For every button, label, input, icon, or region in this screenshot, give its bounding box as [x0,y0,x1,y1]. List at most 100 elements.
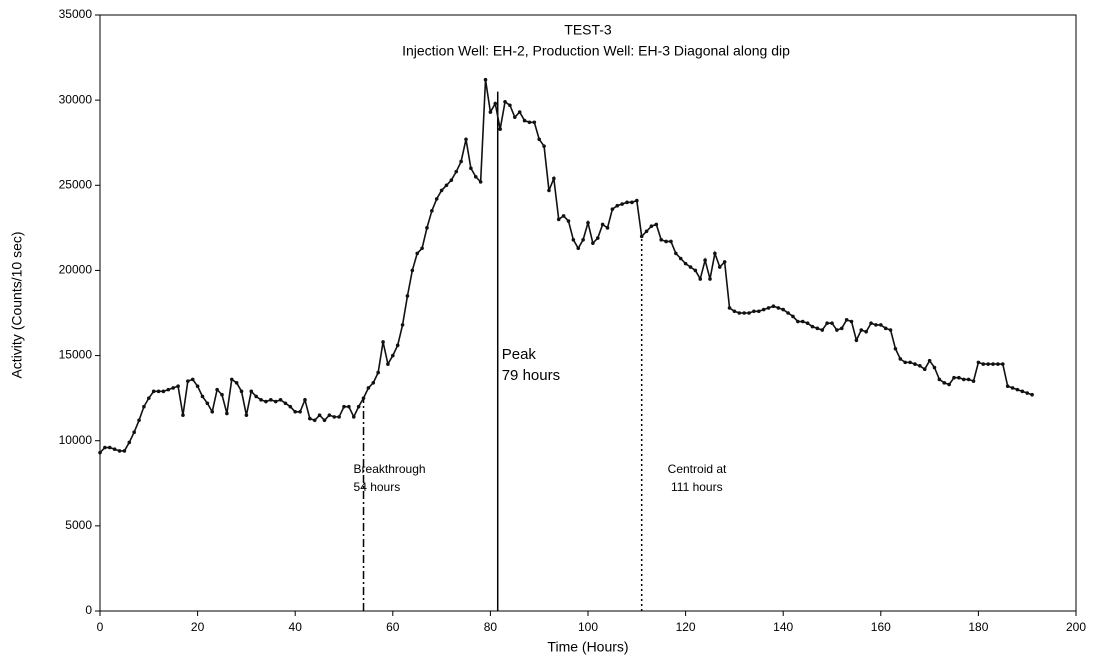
data-point [898,357,903,361]
data-point [542,144,546,148]
data-point [961,377,966,382]
data-point [151,389,156,394]
data-point [717,265,722,269]
x-tick-label: 160 [871,620,891,634]
data-point [464,137,468,142]
data-point [786,311,790,315]
x-tick-label: 20 [191,620,205,634]
data-point [1020,389,1025,394]
data-point [405,294,410,298]
x-tick-label: 100 [578,620,598,634]
x-tick-label: 60 [386,620,400,634]
data-line [99,79,1033,454]
data-point [132,430,136,435]
data-point [225,411,229,416]
data-point [156,389,161,394]
data-point [552,176,556,181]
data-point [976,360,981,365]
data-point [698,277,703,281]
data-point [591,241,595,245]
data-point [727,306,732,310]
data-point [566,219,571,223]
data-point [122,449,127,453]
data-point [683,261,688,266]
data-point [615,203,620,208]
data-point [420,246,424,251]
data-point [459,159,463,164]
data-point [971,379,976,383]
data-point [918,363,922,368]
data-point [142,404,146,409]
data-point [649,224,654,228]
data-point [269,398,273,402]
data-point [381,340,385,344]
data-point [308,416,312,421]
data-point [937,377,942,382]
data-point [317,413,322,417]
data-point [805,321,810,326]
data-point [103,445,107,450]
plot-frame [99,14,1077,612]
data-point [796,319,800,324]
data-point [410,268,415,273]
data-point [859,328,864,332]
data-point [454,169,459,174]
data-point [922,367,927,371]
data-point [508,103,512,108]
data-point [244,413,249,417]
data-point [273,399,278,404]
data-point [757,309,761,314]
data-point [415,251,420,256]
x-tick-label: 180 [968,620,988,634]
data-point [996,362,1000,366]
data-point [127,440,132,445]
data-point [844,318,849,322]
data-point [425,226,429,230]
data-point [771,304,776,308]
data-point [635,198,639,203]
data-point [556,217,561,222]
x-axis-label: Time (Hours) [547,639,628,655]
data-point [908,360,912,365]
y-tick-label: 15000 [59,348,93,362]
data-point [547,188,551,193]
data-point [537,137,541,142]
data-point [864,329,868,334]
data-point [1010,386,1015,390]
data-point [356,404,361,409]
data-point [703,258,707,263]
data-point [986,362,990,366]
data-point [327,413,332,417]
data-point [503,100,507,104]
data-point [386,362,390,366]
data-point [561,214,566,218]
data-point [351,415,356,419]
data-point [513,115,517,119]
data-point [991,362,995,366]
x-tick-label: 120 [676,620,696,634]
data-point [825,321,829,326]
data-point [137,418,141,423]
data-point [488,110,493,114]
data-point [688,265,693,269]
data-point [176,384,180,389]
data-point [322,418,327,423]
y-tick-label: 0 [85,603,92,617]
data-point [874,323,878,327]
data-point [288,404,293,409]
chart-subtitle: Injection Well: EH-2, Production Well: E… [402,43,790,59]
data-point [903,360,907,365]
data-point [483,77,488,82]
data-point [210,409,215,414]
annotation: Peak [502,346,537,363]
data-point [654,222,659,227]
data-point [639,234,644,239]
data-point [249,389,254,394]
annotation: 54 hours [354,480,401,494]
data-point [630,200,634,205]
data-point [215,387,219,392]
data-point [927,358,932,363]
data-point [337,415,341,419]
data-point [366,386,371,390]
data-point [879,323,883,327]
